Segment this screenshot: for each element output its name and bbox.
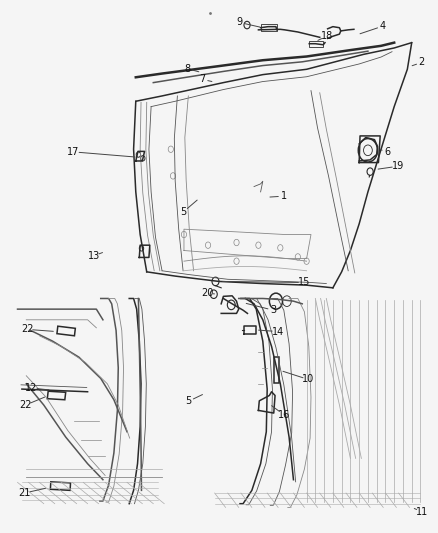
Text: 19: 19 <box>392 161 404 171</box>
Text: 6: 6 <box>384 148 390 157</box>
Text: 17: 17 <box>67 147 80 157</box>
Text: 15: 15 <box>298 278 310 287</box>
Text: 10: 10 <box>302 375 314 384</box>
Text: 13: 13 <box>88 251 100 261</box>
Text: 12: 12 <box>25 383 38 393</box>
Text: 3: 3 <box>270 305 276 315</box>
Text: 16: 16 <box>278 410 290 419</box>
Text: 5: 5 <box>185 397 191 406</box>
Text: 8: 8 <box>184 64 191 74</box>
Text: 22: 22 <box>21 325 33 334</box>
Text: 14: 14 <box>272 327 284 336</box>
Text: 7: 7 <box>199 75 205 84</box>
Text: 2: 2 <box>419 58 425 67</box>
Text: 5: 5 <box>180 207 186 217</box>
Text: 22: 22 <box>19 400 32 410</box>
Text: 18: 18 <box>321 31 333 41</box>
Text: 21: 21 <box>18 488 31 498</box>
Text: 20: 20 <box>201 288 214 298</box>
Text: 9: 9 <box>236 18 242 27</box>
Text: 4: 4 <box>380 21 386 31</box>
Text: 11: 11 <box>416 507 428 516</box>
Text: 1: 1 <box>281 191 287 201</box>
